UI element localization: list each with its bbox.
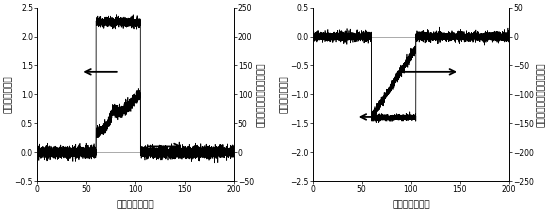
X-axis label: 時間（ナノ秒）: 時間（ナノ秒） [392, 200, 430, 209]
X-axis label: 時間（ナノ秒）: 時間（ナノ秒） [117, 200, 154, 209]
Y-axis label: 電圧（ボルト）: 電圧（ボルト） [4, 76, 13, 113]
Y-axis label: 電流（マイクロアンペア）: 電流（マイクロアンペア） [257, 62, 266, 127]
Y-axis label: 電流（マイクロアンペア）: 電流（マイクロアンペア） [537, 62, 546, 127]
Y-axis label: 電圧（ボルト）: 電圧（ボルト） [279, 76, 289, 113]
